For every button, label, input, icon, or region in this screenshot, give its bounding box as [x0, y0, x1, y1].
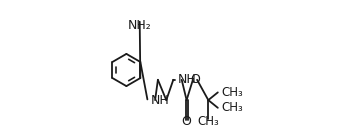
Text: NH: NH — [151, 94, 170, 107]
Text: CH₃: CH₃ — [197, 115, 219, 128]
Text: O: O — [182, 115, 192, 128]
Text: CH₃: CH₃ — [221, 86, 243, 99]
Text: CH₃: CH₃ — [221, 101, 243, 114]
Text: O: O — [190, 73, 200, 86]
Text: NH₂: NH₂ — [128, 19, 152, 32]
Text: NH: NH — [178, 73, 196, 86]
